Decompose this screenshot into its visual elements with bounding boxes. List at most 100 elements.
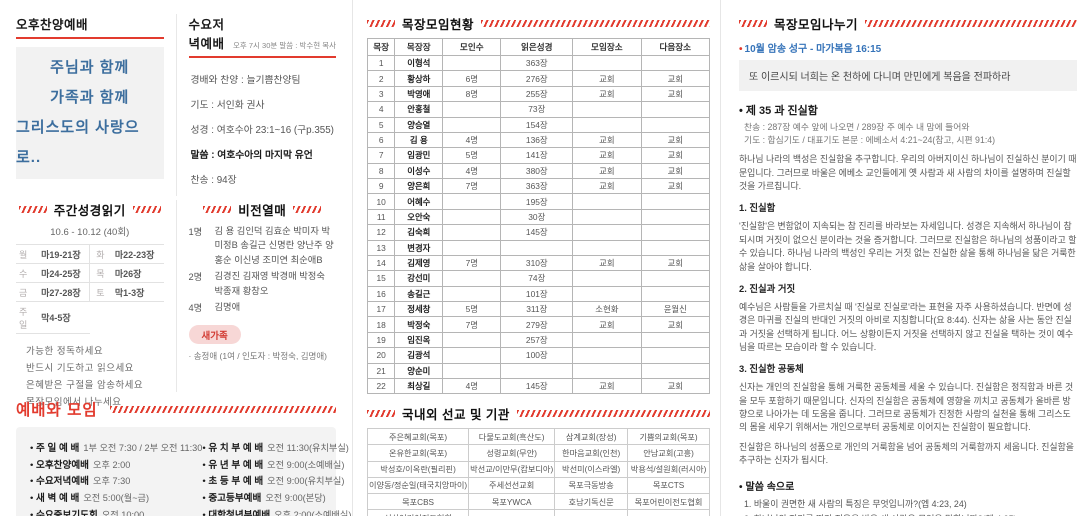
hash-decoration bbox=[739, 20, 767, 27]
wednesday-worship-time-note: 오후 7시 30분 말씀 : 박수현 목사 bbox=[233, 41, 336, 50]
table-cell bbox=[640, 270, 711, 287]
table-cell: 삼계교회(장성) bbox=[554, 428, 629, 446]
table-cell bbox=[442, 331, 502, 349]
table-cell bbox=[640, 224, 711, 241]
kv-value: 여호수아의 마지막 유언 bbox=[217, 150, 313, 161]
table-cell: 101장 bbox=[500, 285, 574, 303]
kv-value: 오후 7:30 bbox=[93, 476, 131, 487]
table-cell: 김제영 bbox=[394, 254, 444, 272]
table-cell: 30장 bbox=[500, 208, 574, 226]
table-cell bbox=[572, 224, 642, 241]
table-cell: 10 bbox=[366, 193, 396, 210]
table-cell: 136장 bbox=[500, 131, 574, 149]
table-cell: 수 bbox=[16, 263, 39, 283]
left-panel: 오후찬양예배 주님과 함께 가족과 함께 그리스도의 사랑으로.. 수요저녁예배 오… bbox=[0, 0, 352, 516]
table-row: 11 오안숙 30장 bbox=[366, 208, 711, 226]
table-cell bbox=[554, 509, 629, 516]
table-row: 8 이성수 4명 380장 교회 교회 bbox=[366, 162, 711, 180]
vision-fruit-section: 비전열매 1명 김 용 김인덕 김효순 박미자 박미정B 송길근 신명란 양난주 … bbox=[175, 200, 337, 392]
table-cell bbox=[640, 54, 711, 72]
hash-decoration bbox=[865, 20, 1077, 27]
table-row: 15 강선미 74장 bbox=[366, 270, 711, 287]
table-cell: 141장 bbox=[500, 147, 574, 164]
kv-row: 1명 김 용 김인덕 김효순 박미자 박미정B 송길근 신명란 양난주 양홍순 이… bbox=[189, 224, 337, 267]
table-cell: 김 용 bbox=[394, 131, 444, 149]
new-family-badge: 새가족 bbox=[188, 325, 241, 345]
table-cell: 279장 bbox=[500, 316, 574, 333]
vision-fruit-header: 비전열매 bbox=[189, 200, 337, 219]
hash-decoration bbox=[481, 20, 710, 27]
table-cell: 교회 bbox=[572, 162, 642, 180]
mokjang-status-header: 목장모임현황 bbox=[367, 14, 710, 33]
table-cell: 이형석 bbox=[394, 54, 444, 72]
kv-label: 새 벽 예 배 bbox=[36, 493, 80, 505]
text-line: 반드시 기도하고 읽으세요 bbox=[26, 363, 134, 375]
kv-value: 늘기쁨찬양팀 bbox=[246, 75, 301, 86]
table-cell: 73장 bbox=[500, 101, 574, 118]
table-cell: 14 bbox=[366, 254, 396, 272]
table-cell: 257장 bbox=[500, 331, 574, 349]
table-cell: 모인수 bbox=[442, 38, 502, 56]
table-row: 14 김제영 7명 310장 교회 교회 bbox=[366, 254, 711, 272]
table-cell: 교회 bbox=[640, 147, 711, 164]
table-cell bbox=[640, 285, 711, 303]
table-cell: 마26장 bbox=[111, 263, 164, 283]
table-cell: 20 bbox=[366, 347, 396, 364]
table-cell: 5 bbox=[366, 116, 396, 133]
table-cell: 7 bbox=[366, 147, 396, 164]
lesson-sections: 1. 진실함 '진실함'은 변함없이 지속되는 참 진리를 바라보는 자세입니다.… bbox=[739, 200, 1077, 434]
table-cell: 다물도교회(흑산도) bbox=[468, 428, 556, 446]
table-cell: 교회 bbox=[640, 131, 711, 149]
table-cell: 18 bbox=[366, 316, 396, 333]
table-row: 7 임광민 5명 141장 교회 교회 bbox=[366, 147, 711, 164]
kv-label: 기도 : bbox=[190, 100, 217, 111]
table-row: 20 김광석 100장 bbox=[366, 347, 711, 364]
table-cell: 송길근 bbox=[394, 285, 444, 303]
kv-value: 김명애 bbox=[214, 302, 241, 313]
table-cell: 17 bbox=[366, 300, 396, 318]
hash-decoration bbox=[367, 20, 395, 27]
table-cell bbox=[442, 101, 502, 118]
services-section: 예배와 모임 주 일 예 배1부 오전 7:30 / 2부 오전 11:30 오후… bbox=[16, 398, 351, 516]
table-cell: 교회 bbox=[572, 316, 642, 333]
kv-value: 김경진 김재영 박경매 박정숙 박종재 황창오 bbox=[214, 271, 325, 296]
section-heading: 1. 진실함 bbox=[739, 202, 776, 214]
kv-value: 오전 9:00(유치부실) bbox=[267, 476, 345, 487]
table-cell: 22 bbox=[366, 377, 396, 395]
table-row: 4 안홍철 73장 bbox=[366, 101, 711, 118]
kv-value: 김 용 김인덕 김효순 박미자 박미정B 송길근 신명란 양난주 양홍순 이신녕… bbox=[214, 226, 334, 265]
table-cell: 임진옥 bbox=[394, 331, 444, 349]
kv-row: 성경 : 여호수아 23:1~16 (구p.355) bbox=[191, 122, 335, 136]
kv-label: 중고등부예배 bbox=[208, 493, 262, 505]
table-cell bbox=[640, 193, 711, 210]
table-cell bbox=[572, 347, 642, 364]
kv-value: 오전 9:00(본당) bbox=[265, 493, 326, 504]
table-cell: 교회 bbox=[572, 254, 642, 272]
table-cell: 목포CBS bbox=[366, 492, 470, 511]
section-body: 신자는 개인의 진실함을 통해 거룩한 공동체를 세울 수 있습니다. 진실함은… bbox=[739, 382, 1074, 433]
table-row: 서산어린이전도협회 bbox=[366, 509, 710, 516]
table-cell: 이성수 bbox=[394, 162, 444, 180]
memory-verse-heading: 10월 암송 성구 - 마가복음 16:15 bbox=[739, 40, 1077, 55]
table-row: 2 황상하 6명 276장 교회 교회 bbox=[366, 70, 711, 87]
kv-row: 수요저녁예배 오후 7:30 bbox=[30, 473, 202, 487]
table-cell: 5명 bbox=[442, 300, 502, 318]
table-cell bbox=[640, 362, 711, 379]
text-line: 목장모임에서 나누세요 bbox=[26, 397, 122, 409]
table-cell: 255장 bbox=[500, 85, 574, 103]
kv-row: 유 치 부 예 배오전 11:30(유치부실) bbox=[202, 440, 351, 454]
kv-label: 1명 bbox=[188, 227, 203, 237]
table-cell: 12 bbox=[366, 224, 396, 241]
table-cell: 교회 bbox=[640, 85, 711, 103]
table-cell: 박성호/이옥란(필리핀) bbox=[366, 460, 470, 478]
table-cell: 주세선선교회 bbox=[468, 476, 556, 495]
kv-label: 경배와 찬양 : bbox=[190, 75, 247, 86]
table-cell: 마22-23장 bbox=[111, 244, 164, 264]
table-row: 주일 막4-5장 bbox=[16, 301, 164, 334]
table-cell bbox=[572, 362, 642, 379]
lesson-intro: 하나님 나라의 백성은 진실함을 추구합니다. 우리의 아버지이신 하나님이 진… bbox=[739, 154, 1077, 192]
weekly-reading-notes: 가능한 정독하세요 반드시 기도하고 읽으세요 은혜받은 구절을 암송하세요 목장모임… bbox=[16, 343, 164, 411]
table-row: 12 김숙희 145장 bbox=[366, 224, 711, 241]
kv-label: 말씀 : bbox=[190, 150, 218, 161]
